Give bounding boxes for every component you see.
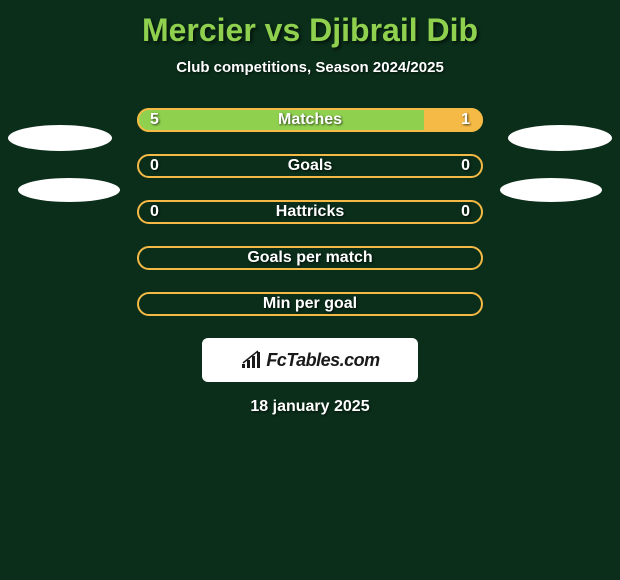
snapshot-date: 18 january 2025 [0, 398, 620, 416]
brand-badge: FcTables.com [202, 338, 418, 382]
stat-row: 0 0 Goals [0, 154, 620, 178]
comparison-title: Mercier vs Djibrail Dib [0, 0, 620, 49]
stat-value-right: 0 [461, 203, 470, 221]
bar-chart-icon [240, 350, 264, 370]
stat-value-left: 0 [150, 203, 159, 221]
stat-value-left: 0 [150, 157, 159, 175]
stat-row: Min per goal [0, 292, 620, 316]
brand-inner: FcTables.com [240, 350, 379, 371]
stat-value-left: 5 [150, 111, 159, 129]
stat-row: 5 1 Matches [0, 108, 620, 132]
stat-row: 0 0 Hattricks [0, 200, 620, 224]
comparison-subtitle: Club competitions, Season 2024/2025 [0, 59, 620, 76]
stat-value-right: 0 [461, 157, 470, 175]
stat-label: Min per goal [263, 295, 357, 313]
stat-value-right: 1 [461, 111, 470, 129]
stat-label: Hattricks [276, 203, 344, 221]
comparison-chart: 5 1 Matches 0 0 Goals 0 0 Hattricks Goals per mat… [0, 108, 620, 316]
stat-label: Goals per match [247, 249, 372, 267]
stat-label: Matches [278, 111, 342, 129]
stat-row: Goals per match [0, 246, 620, 270]
brand-text: FcTables.com [266, 350, 379, 371]
stat-label: Goals [288, 157, 332, 175]
